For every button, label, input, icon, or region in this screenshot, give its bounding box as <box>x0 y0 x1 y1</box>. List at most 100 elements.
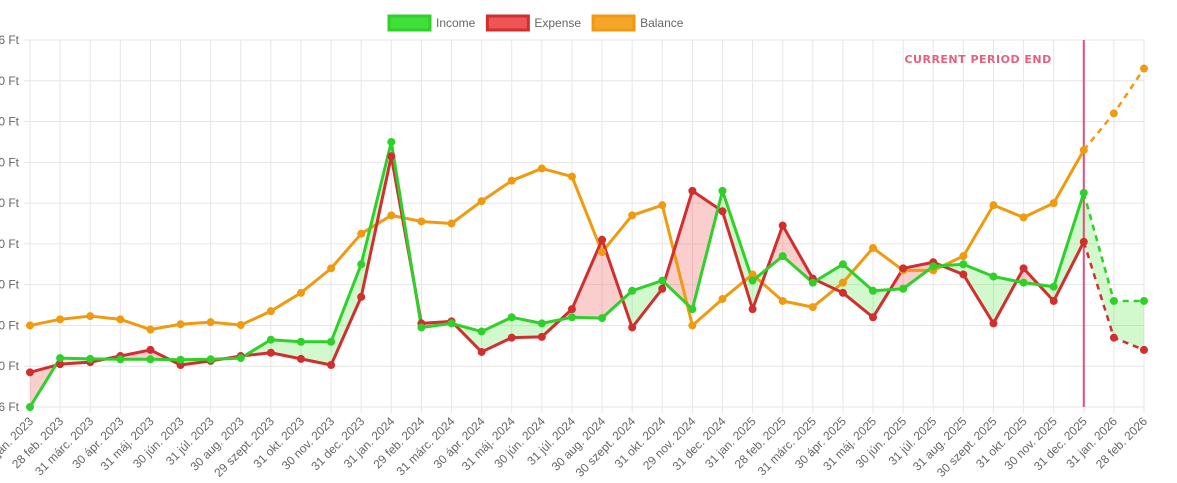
expense-point[interactable] <box>1049 296 1058 305</box>
balance-point[interactable] <box>447 219 456 228</box>
income-point[interactable] <box>1019 278 1028 287</box>
income-point[interactable] <box>236 354 245 363</box>
balance-point[interactable] <box>658 201 667 210</box>
expense-point[interactable] <box>658 284 667 293</box>
income-point[interactable] <box>176 355 185 364</box>
expense-point[interactable] <box>477 347 486 356</box>
income-point[interactable] <box>146 355 155 364</box>
expense-point[interactable] <box>567 305 576 314</box>
legend-item-balance[interactable]: Balance <box>591 14 684 32</box>
income-point[interactable] <box>56 354 65 363</box>
income-point[interactable] <box>838 260 847 269</box>
income-point[interactable] <box>537 319 546 328</box>
income-point[interactable] <box>447 319 456 328</box>
income-point[interactable] <box>1109 296 1118 305</box>
income-point[interactable] <box>688 305 697 314</box>
expense-point[interactable] <box>537 332 546 341</box>
income-point[interactable] <box>1079 188 1088 197</box>
income-point[interactable] <box>929 262 938 271</box>
income-point[interactable] <box>507 313 516 322</box>
income-point[interactable] <box>718 186 727 195</box>
expense-point[interactable] <box>838 288 847 297</box>
balance-point[interactable] <box>477 197 486 206</box>
balance-point[interactable] <box>327 264 336 273</box>
income-point[interactable] <box>748 276 757 285</box>
income-point[interactable] <box>1049 282 1058 291</box>
balance-point[interactable] <box>1049 199 1058 208</box>
income-point[interactable] <box>417 323 426 332</box>
balance-point[interactable] <box>296 288 305 297</box>
expense-point[interactable] <box>327 360 336 369</box>
expense-point[interactable] <box>146 345 155 354</box>
expense-point[interactable] <box>869 313 878 322</box>
expense-point[interactable] <box>959 270 968 279</box>
expense-point[interactable] <box>748 305 757 314</box>
balance-point[interactable] <box>567 172 576 181</box>
balance-point[interactable] <box>507 176 516 185</box>
balance-point[interactable] <box>838 278 847 287</box>
balance-point[interactable] <box>688 321 697 330</box>
expense-point[interactable] <box>598 235 607 244</box>
balance-point[interactable] <box>357 229 366 238</box>
income-point[interactable] <box>357 260 366 269</box>
expense-point[interactable] <box>899 264 908 273</box>
income-point[interactable] <box>296 337 305 346</box>
balance-point[interactable] <box>236 321 245 330</box>
legend-item-expense[interactable]: Expense <box>485 14 581 32</box>
balance-point[interactable] <box>86 312 95 321</box>
expense-point[interactable] <box>628 323 637 332</box>
income-point[interactable] <box>266 335 275 344</box>
balance-point[interactable] <box>628 211 637 220</box>
income-point[interactable] <box>778 252 787 261</box>
expense-point[interactable] <box>1079 237 1088 246</box>
income-point[interactable] <box>598 314 607 323</box>
balance-point[interactable] <box>387 211 396 220</box>
expense-point[interactable] <box>1140 345 1148 354</box>
expense-point[interactable] <box>507 333 516 342</box>
balance-point[interactable] <box>718 294 727 303</box>
balance-point[interactable] <box>206 318 215 327</box>
expense-point[interactable] <box>26 368 34 377</box>
balance-point[interactable] <box>56 315 65 324</box>
income-point[interactable] <box>959 260 968 269</box>
expense-point[interactable] <box>989 319 998 328</box>
balance-point[interactable] <box>959 252 968 261</box>
legend-item-income[interactable]: Income <box>387 14 476 32</box>
income-point[interactable] <box>628 286 637 295</box>
income-point[interactable] <box>86 354 95 363</box>
expense-point[interactable] <box>357 292 366 301</box>
expense-point[interactable] <box>718 207 727 216</box>
balance-point[interactable] <box>778 296 787 305</box>
income-point[interactable] <box>387 137 396 146</box>
balance-point[interactable] <box>266 307 275 316</box>
income-point[interactable] <box>869 286 878 295</box>
balance-point[interactable] <box>989 201 998 210</box>
expense-point[interactable] <box>1109 333 1118 342</box>
expense-point[interactable] <box>296 354 305 363</box>
income-point[interactable] <box>658 276 667 285</box>
expense-point[interactable] <box>1019 264 1028 273</box>
balance-point[interactable] <box>537 164 546 173</box>
income-point[interactable] <box>567 313 576 322</box>
balance-point[interactable] <box>176 320 185 329</box>
income-point[interactable] <box>989 272 998 281</box>
income-point[interactable] <box>327 337 336 346</box>
balance-point[interactable] <box>1109 109 1118 118</box>
balance-point[interactable] <box>1019 213 1028 222</box>
expense-point[interactable] <box>688 186 697 195</box>
income-point[interactable] <box>116 355 125 364</box>
balance-point[interactable] <box>869 243 878 252</box>
expense-point[interactable] <box>266 348 275 357</box>
balance-point[interactable] <box>116 315 125 324</box>
balance-point[interactable] <box>1140 64 1148 73</box>
balance-point[interactable] <box>808 303 817 312</box>
expense-point[interactable] <box>387 152 396 161</box>
income-point[interactable] <box>899 284 908 293</box>
income-point[interactable] <box>808 278 817 287</box>
income-point[interactable] <box>206 355 215 364</box>
balance-point[interactable] <box>26 321 34 330</box>
balance-point[interactable] <box>146 325 155 334</box>
expense-point[interactable] <box>778 221 787 230</box>
balance-point[interactable] <box>598 248 607 257</box>
income-point[interactable] <box>26 403 34 411</box>
